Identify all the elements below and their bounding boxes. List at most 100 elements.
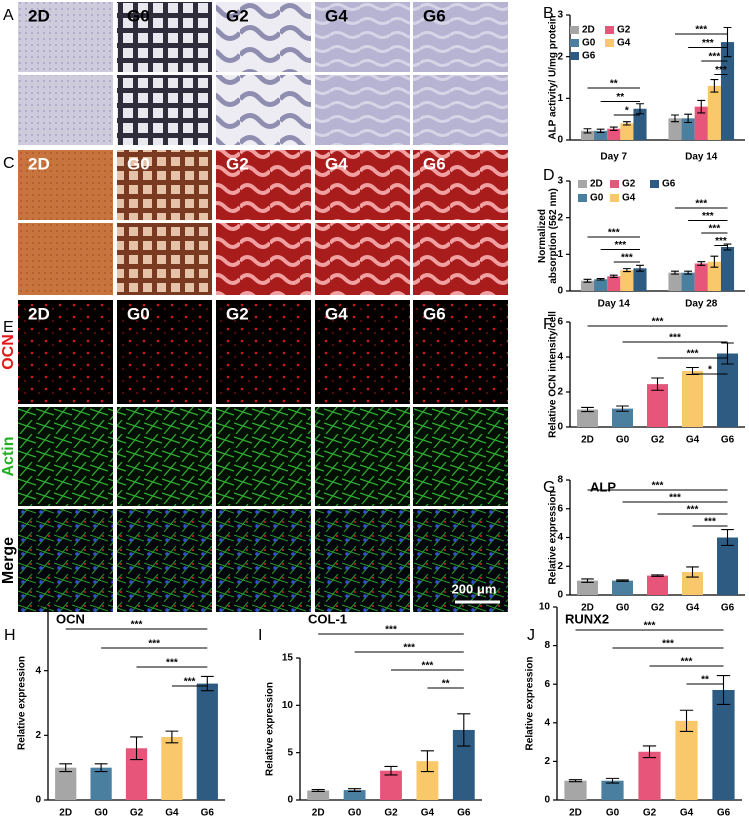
x-tick-label: G2: [130, 808, 144, 819]
panel-letter: H: [4, 627, 16, 644]
legend-swatch: [570, 52, 579, 60]
bar: [607, 128, 621, 140]
significance-label: ***: [687, 349, 699, 360]
scale-bar-label: 200 μm: [452, 581, 497, 596]
significance-label: ***: [709, 52, 721, 63]
micrograph: [117, 2, 212, 72]
column-label: 2D: [28, 304, 50, 323]
y-tick-label: 4: [544, 717, 550, 728]
x-tick-label: G4: [686, 603, 700, 614]
bar: [594, 130, 608, 140]
significance-label: ***: [704, 517, 716, 528]
micrograph: [18, 300, 113, 404]
error-bar: [622, 121, 631, 126]
micrograph: [413, 2, 508, 72]
column-label: G4: [325, 6, 348, 25]
x-tick-label: 2D: [581, 603, 594, 614]
error-bar: [384, 765, 398, 776]
error-bar: [716, 674, 731, 706]
bar: [125, 748, 148, 800]
error-bar: [684, 270, 693, 275]
significance-label: ***: [662, 639, 674, 650]
x-tick-label: G0: [616, 435, 630, 446]
micrograph: [216, 407, 311, 506]
legend-label: G4: [617, 38, 631, 49]
bar: [580, 130, 595, 140]
error-bar: [616, 579, 629, 582]
micrograph: [315, 150, 410, 220]
legend-swatch: [605, 26, 614, 34]
bar: [707, 85, 721, 140]
error-bar: [605, 777, 620, 784]
micrograph: [117, 407, 212, 506]
column-label: G0: [127, 304, 150, 323]
significance-label: *: [708, 365, 712, 376]
y-tick-label: 1: [557, 93, 563, 104]
y-tick-label: 0: [557, 135, 563, 146]
legend-label: G2: [617, 25, 631, 36]
bar: [594, 279, 608, 291]
x-tick-label: G2: [384, 808, 398, 819]
x-tick-label: G6: [457, 808, 471, 819]
error-bar: [721, 529, 734, 546]
x-tick-label: G6: [201, 808, 215, 819]
chart-title: ALP: [590, 479, 616, 494]
bar: [638, 751, 661, 800]
column-label: G2: [226, 154, 249, 173]
column-label: 2D: [28, 154, 50, 173]
micrograph: [216, 300, 311, 404]
significance-label: ***: [644, 621, 656, 632]
significance-label: **: [610, 79, 618, 90]
error-bar: [671, 270, 679, 275]
significance-label: ***: [608, 228, 620, 239]
error-bar: [581, 406, 594, 413]
panel-letter: I: [258, 627, 262, 644]
panel-letter: D: [543, 167, 555, 184]
bar: [577, 409, 598, 427]
x-tick-label: G6: [721, 435, 735, 446]
error-bar: [721, 342, 734, 365]
micrograph: [315, 2, 410, 72]
panel-letter: E: [3, 319, 14, 336]
micrograph: [216, 509, 311, 612]
column-label: G0: [127, 154, 150, 173]
significance-label: ***: [695, 25, 707, 36]
micrograph: [413, 150, 508, 220]
bar: [633, 268, 647, 291]
legend-label: G4: [622, 193, 636, 204]
y-tick-label: 10: [282, 700, 294, 711]
error-bar: [581, 578, 594, 583]
bar: [161, 736, 183, 800]
y-axis-label: Normalized: [537, 209, 548, 263]
error-bar: [710, 255, 719, 268]
x-tick-label: G0: [606, 808, 620, 819]
bar: [452, 729, 475, 800]
micrograph: [18, 75, 113, 145]
y-tick-label: 0: [557, 590, 563, 601]
y-tick-label: 0: [557, 286, 563, 297]
y-tick-label: 2: [557, 51, 563, 62]
panel-letter: C: [3, 155, 15, 172]
bar: [90, 767, 112, 800]
significance-label: ***: [709, 224, 721, 235]
x-tick-label: G2: [643, 808, 657, 819]
bar: [682, 572, 703, 595]
error-bar: [686, 566, 699, 578]
column-label: G4: [325, 154, 348, 173]
micrograph: [117, 509, 212, 612]
significance-label: ***: [403, 643, 415, 654]
bar: [601, 780, 624, 800]
significance-label: ***: [687, 505, 699, 516]
bar: [607, 276, 621, 291]
x-tick-label: G6: [717, 808, 731, 819]
micrograph: [315, 75, 410, 145]
error-bar: [596, 128, 605, 134]
y-tick-label: 1: [557, 249, 563, 260]
micrograph: [18, 2, 113, 72]
error-bar: [684, 113, 693, 124]
error-bar: [697, 99, 706, 114]
chart-title: COL-1: [308, 611, 347, 626]
micrograph: [315, 509, 410, 612]
x-tick-label: G4: [680, 808, 694, 819]
